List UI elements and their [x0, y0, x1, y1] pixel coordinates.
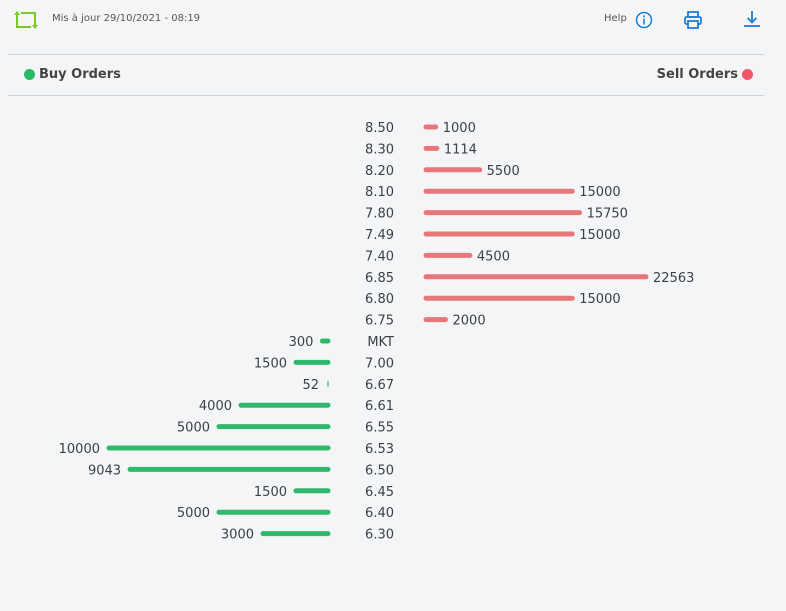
print-icon[interactable] — [683, 10, 703, 30]
buy-price-label: 7.00 — [365, 356, 394, 371]
legend-sell: Sell Orders — [657, 67, 753, 82]
sell-qty-label: 22563 — [653, 271, 694, 286]
sell-qty-label: 15000 — [579, 185, 620, 200]
sell-qty-label: 2000 — [453, 314, 486, 329]
sell-price-label: 8.30 — [365, 142, 394, 157]
sell-price-label: 7.40 — [365, 249, 394, 264]
buy-qty-label: 52 — [302, 378, 319, 393]
sell-price-label: 6.85 — [365, 271, 394, 286]
buy-qty-label: 3000 — [221, 528, 254, 543]
sell-dot-icon — [742, 69, 753, 80]
buy-price-label: 6.67 — [365, 378, 394, 393]
last-updated-text: Mis à jour 29/10/2021 - 08:19 — [52, 13, 201, 24]
download-icon[interactable] — [742, 9, 762, 29]
buy-price-label: 6.50 — [365, 463, 394, 478]
buy-price-label: 6.45 — [365, 485, 394, 500]
sell-price-label: 8.50 — [365, 121, 394, 136]
sell-price-label: 6.75 — [365, 314, 394, 329]
buy-qty-label: 1500 — [254, 485, 287, 500]
info-icon[interactable] — [635, 11, 653, 29]
sell-qty-label: 15000 — [579, 292, 620, 307]
sell-price-label: 8.10 — [365, 185, 394, 200]
sell-qty-label: 15750 — [587, 207, 628, 222]
buy-price-label: 6.61 — [365, 399, 394, 414]
sell-price-label: 8.20 — [365, 164, 394, 179]
sell-price-label: 7.49 — [365, 228, 394, 243]
sell-price-label: 7.80 — [365, 207, 394, 222]
buy-price-label: 6.55 — [365, 421, 394, 436]
help-link[interactable]: Help — [604, 13, 627, 24]
sell-qty-label: 5500 — [487, 164, 520, 179]
buy-qty-label: 300 — [289, 335, 314, 350]
legend-buy: Buy Orders — [24, 67, 121, 82]
buy-price-label: 6.40 — [365, 506, 394, 521]
sell-price-label: 6.80 — [365, 292, 394, 307]
buy-price-label: 6.53 — [365, 442, 394, 457]
sell-qty-label: 1114 — [444, 142, 477, 157]
buy-price-label: MKT — [367, 335, 394, 350]
legend-divider — [8, 95, 764, 96]
buy-qty-label: 10000 — [59, 442, 100, 457]
buy-qty-label: 4000 — [199, 399, 232, 414]
toolbar: Mis à jour 29/10/2021 - 08:19 Help — [0, 0, 786, 40]
legend-sell-label: Sell Orders — [656, 67, 738, 82]
buy-price-label: 6.30 — [365, 528, 394, 543]
sell-qty-label: 15000 — [579, 228, 620, 243]
sell-qty-label: 4500 — [477, 249, 510, 264]
legend: Buy Orders Sell Orders — [0, 55, 786, 95]
buy-dot-icon — [24, 69, 35, 80]
buy-qty-label: 1500 — [254, 356, 287, 371]
order-book-chart: 8.50 1000 8.30 1114 8.20 5500 8.10 15000 7.80 157… — [59, 121, 695, 543]
buy-qty-label: 5000 — [177, 421, 210, 436]
refresh-icon[interactable] — [14, 8, 38, 32]
top-divider — [8, 54, 764, 55]
legend-buy-label: Buy Orders — [39, 67, 121, 82]
sell-qty-label: 1000 — [443, 121, 476, 136]
buy-qty-label: 5000 — [177, 506, 210, 521]
buy-qty-label: 9043 — [88, 463, 121, 478]
